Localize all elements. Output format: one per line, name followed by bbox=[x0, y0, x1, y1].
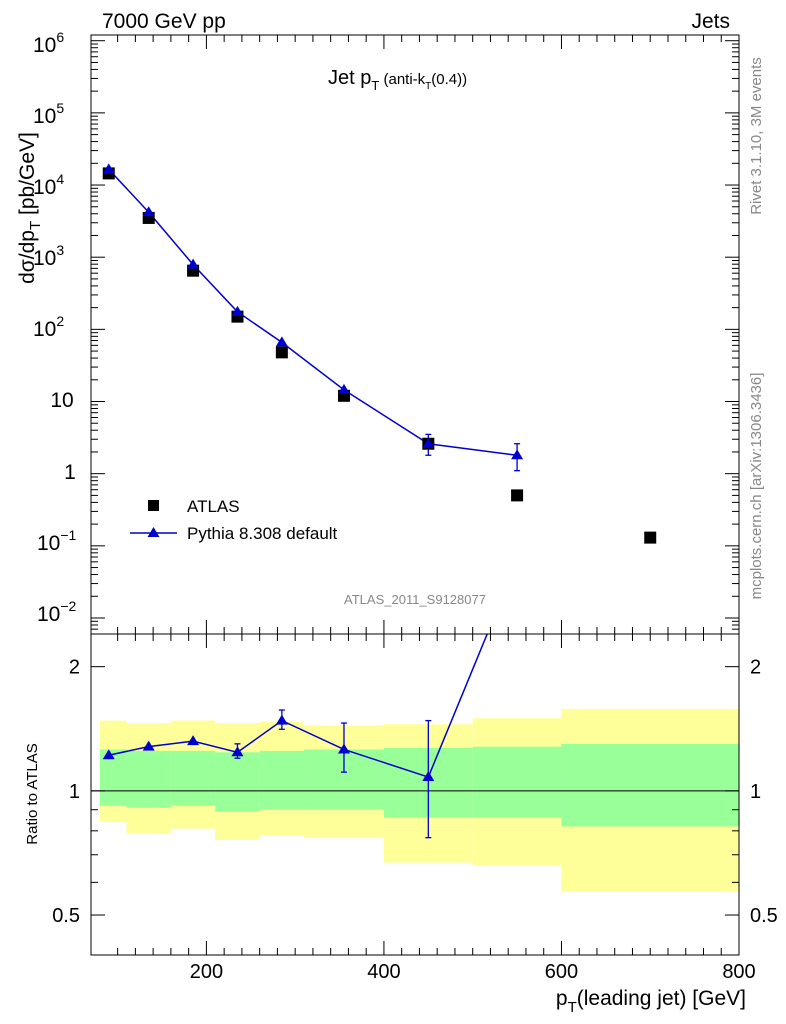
ratio-ytick-label-right: 0.5 bbox=[750, 905, 778, 927]
uncertainty-band-inner bbox=[170, 750, 216, 806]
header-left: 7000 GeV pp bbox=[102, 10, 226, 33]
uncertainty-band-inner bbox=[472, 746, 562, 818]
data-point bbox=[275, 346, 288, 359]
ratio-point bbox=[337, 743, 350, 754]
mc-point bbox=[187, 258, 200, 269]
main-ytick-labels: 106 105 104 103 102 10 1 10−1 10−2 bbox=[33, 29, 77, 626]
main-frame bbox=[90, 34, 740, 635]
mc-line bbox=[108, 168, 518, 456]
uncertainty-band-inner bbox=[561, 743, 739, 827]
mc-point bbox=[422, 437, 435, 448]
uncertainty-band-inner bbox=[126, 750, 171, 808]
ratio-band-inner bbox=[99, 743, 739, 827]
legend-mc-marker bbox=[147, 527, 160, 537]
xtick-label: 400 bbox=[367, 961, 400, 983]
legend-mc-label: Pythia 8.308 default bbox=[187, 524, 338, 543]
ratio-ylabel: Ratio to ATLAS bbox=[24, 743, 41, 844]
mc-point bbox=[511, 449, 524, 460]
legend: ATLAS Pythia 8.308 default bbox=[130, 497, 338, 543]
ratio-point bbox=[231, 746, 244, 757]
chart-title: Jet pT (anti-kT(0.4)) bbox=[328, 67, 467, 93]
ratio-ytick-label: 0.5 bbox=[52, 905, 80, 927]
mc-point bbox=[142, 206, 155, 217]
ratio-frame bbox=[90, 633, 740, 956]
ratio-point bbox=[422, 771, 435, 782]
legend-data-label: ATLAS bbox=[187, 497, 240, 516]
analysis-watermark: ATLAS_2011_S9128077 bbox=[344, 592, 486, 607]
ratio-ytick-label-right: 1 bbox=[750, 781, 761, 803]
ytick-1em2: 10−2 bbox=[37, 598, 77, 626]
ratio-ytick-label: 2 bbox=[69, 657, 80, 679]
data-point bbox=[511, 489, 524, 502]
ytick-1e4: 104 bbox=[33, 171, 64, 199]
data-points bbox=[102, 167, 657, 544]
ratio-point bbox=[102, 749, 115, 760]
ytick-1e6: 106 bbox=[33, 29, 64, 57]
ytick-1e2: 102 bbox=[33, 313, 64, 341]
mc-errorbars bbox=[425, 433, 521, 472]
ytick-1e3: 103 bbox=[33, 242, 64, 270]
xtick-label: 800 bbox=[722, 961, 755, 983]
ratio-axis-ticks bbox=[91, 634, 740, 956]
uncertainty-band-inner bbox=[259, 750, 305, 810]
ratio-xtick-labels: 200 400 600 800 bbox=[190, 961, 756, 983]
xaxis-title: pT(leading jet) [GeV] bbox=[556, 987, 746, 1016]
ratio-ytick-label: 1 bbox=[69, 781, 80, 803]
xtick-label: 200 bbox=[190, 961, 223, 983]
xtick-label: 600 bbox=[545, 961, 578, 983]
ytick-1em1: 10−1 bbox=[37, 527, 77, 555]
ytick-1e1: 10 bbox=[50, 389, 73, 412]
mc-point bbox=[231, 305, 244, 316]
mc-points bbox=[102, 163, 524, 460]
main-panel: 106 105 104 103 102 10 1 10−1 10−2 dσ/dp… bbox=[16, 29, 740, 635]
main-axis-ticks bbox=[91, 35, 740, 635]
ratio-point bbox=[187, 735, 200, 746]
ratio-point bbox=[142, 740, 155, 751]
ratio-point bbox=[511, 555, 523, 565]
data-point bbox=[644, 531, 657, 544]
header-right: Jets bbox=[691, 10, 730, 33]
ratio-ytick-label-right: 2 bbox=[750, 657, 761, 679]
mc-point bbox=[102, 163, 115, 174]
ratio-panel: 0.5 0.5 1 1 2 2 200 400 600 800 Ratio to ATLAS p… bbox=[24, 555, 778, 1016]
ytick-1e0: 1 bbox=[64, 461, 76, 484]
ratio-line bbox=[108, 634, 488, 778]
mc-point bbox=[275, 336, 288, 347]
ratio-point bbox=[275, 714, 288, 725]
ratio-points bbox=[102, 555, 523, 782]
legend-data-marker bbox=[148, 500, 159, 511]
main-ylabel: dσ/dpT [pb/GeV] bbox=[16, 132, 44, 284]
ratio-ytick-labels: 0.5 0.5 1 1 2 2 bbox=[52, 657, 778, 927]
uncertainty-band-inner bbox=[215, 752, 260, 812]
rivet-label: Rivet 3.1.10, 3M events bbox=[748, 57, 765, 215]
ytick-1e5: 105 bbox=[33, 100, 64, 128]
mc-point bbox=[337, 383, 350, 394]
mcplots-label: mcplots.cern.ch [arXiv:1306.3436] bbox=[748, 373, 765, 600]
